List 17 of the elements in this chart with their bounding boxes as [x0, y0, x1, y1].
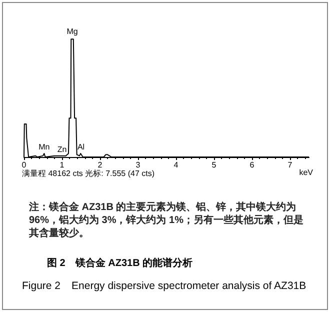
- x-tick-label: 1: [60, 160, 65, 170]
- x-tick-label: 0: [22, 160, 27, 170]
- text: 注：镁合金 AZ31B 的主要元素为镁、铝、锌，其中镁大约为 96%，铝大约为 3%，锌大约为 1%；另有一些其他元素，但是其含量较少。: [29, 201, 304, 240]
- x-axis-title: keV: [299, 168, 313, 177]
- x-tick-label: 6: [250, 160, 255, 170]
- annotation: Al: [77, 142, 85, 152]
- annotation: Zn: [57, 144, 67, 154]
- annotation: Mn: [38, 142, 50, 152]
- text: Figure 2 Energy dispersive spectrometer analysis of AZ31B: [22, 279, 306, 293]
- text: 图 2 镁合金 AZ31B 的能谱分析: [47, 256, 193, 270]
- x-tick-label: 5: [212, 160, 217, 170]
- x-tick-label: 7: [288, 160, 293, 170]
- text: 满量程 48162 cts 光标: 7.555 (47 cts): [22, 168, 154, 179]
- x-tick-label: 3: [136, 160, 141, 170]
- x-tick-label: 4: [174, 160, 179, 170]
- annotation: Mg: [66, 27, 78, 36]
- x-tick-label: 2: [98, 160, 103, 170]
